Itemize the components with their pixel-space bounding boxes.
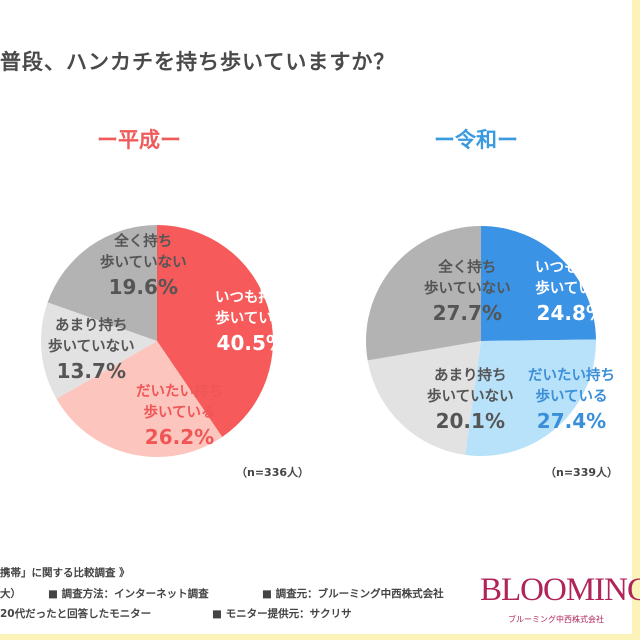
- slice-category-line: 歩いている: [535, 281, 608, 297]
- slice-category-line: だいたい持ち: [136, 384, 223, 400]
- reiwa-sample-size: （n=339人）: [545, 466, 619, 479]
- blooming-logo-sub: ブルーミング中西株式会社: [508, 615, 604, 624]
- heisei-pie-title: ー平成ー: [97, 128, 181, 152]
- slice-value: 26.2%: [144, 425, 215, 449]
- reiwa-slice-label-2: だいたい持ち 歩いている 27.4%: [528, 366, 615, 434]
- slice-value: 27.4%: [536, 409, 607, 433]
- slice-value: 24.8%: [536, 301, 606, 325]
- footer-provider: ■ モニター提供元：サクリサ: [212, 608, 352, 620]
- slice-category-line: 歩いていない: [100, 255, 187, 271]
- heisei-slice-1: [157, 225, 273, 437]
- reiwa-slice-label-1: いつも持ち歩いている 24.8%: [535, 258, 608, 326]
- footer-source: ■ 調査元：ブルーミング中西株式会社: [262, 588, 444, 600]
- slice-category-line: 歩いていない: [48, 339, 135, 355]
- frame-border-bottom: [0, 634, 640, 640]
- reiwa-slice-4: [366, 226, 481, 361]
- reiwa-slice-2: [465, 339, 596, 456]
- reiwa-slice-3: [367, 341, 481, 455]
- footer-target: 20代だったと回答したモニター: [0, 608, 152, 620]
- slice-category-line: あまり持ち: [434, 368, 507, 384]
- slice-category-line: いつも持ち: [535, 260, 608, 276]
- reiwa-slice-1: [481, 226, 596, 341]
- heisei-slice-2: [56, 341, 223, 457]
- blooming-logo: BLOOMING: [480, 572, 640, 608]
- slice-category-line: 歩いている: [143, 405, 216, 421]
- slice-value: 27.7%: [432, 301, 502, 325]
- slice-value: 19.6%: [108, 275, 178, 299]
- frame-border-right: [632, 0, 640, 640]
- slice-value: 40.5%: [216, 331, 286, 355]
- heisei-sample-size: （n=336人）: [236, 466, 310, 479]
- heisei-slice-3: [41, 302, 157, 399]
- slice-category-line: あまり持ち: [55, 318, 128, 334]
- slice-category-line: だいたい持ち: [528, 368, 615, 384]
- heisei-slice-label-3: あまり持ち歩いていない 13.7%: [48, 316, 135, 384]
- footer-period: 大）: [0, 588, 21, 600]
- footer-method: ■ 調査方法：インターネット調査: [48, 588, 209, 600]
- chart-title: 普段、ハンカチを持ち歩いていますか？: [0, 50, 396, 74]
- reiwa-pie-title: ー令和ー: [434, 128, 518, 152]
- slice-category-line: 歩いていない: [424, 281, 511, 297]
- heisei-slice-label-4: 全く持ち歩いていない 19.6%: [100, 232, 187, 300]
- footer-survey-name: 携帯」に関する比較調査 》: [0, 567, 130, 579]
- slice-category-line: 歩いている: [535, 389, 608, 405]
- heisei-slice-4: [47, 225, 157, 341]
- heisei-slice-label-2: だいたい持ち 歩いている 26.2%: [136, 382, 223, 450]
- slice-value: 20.1%: [435, 409, 505, 433]
- slice-category-line: 全く持ち: [114, 234, 173, 250]
- reiwa-slice-label-4: 全く持ち歩いていない 27.7%: [424, 258, 511, 326]
- reiwa-slice-label-3: あまり持ち歩いていない 20.1%: [427, 366, 514, 434]
- slice-category-line: いつも持ち: [215, 290, 288, 306]
- slice-category-line: 全く持ち: [438, 260, 497, 276]
- slice-value: 13.7%: [56, 359, 126, 383]
- slice-category-line: 歩いていない: [427, 389, 514, 405]
- heisei-slice-label-1: いつも持ち歩いている 40.5%: [215, 288, 288, 356]
- slice-category-line: 歩いている: [215, 311, 288, 327]
